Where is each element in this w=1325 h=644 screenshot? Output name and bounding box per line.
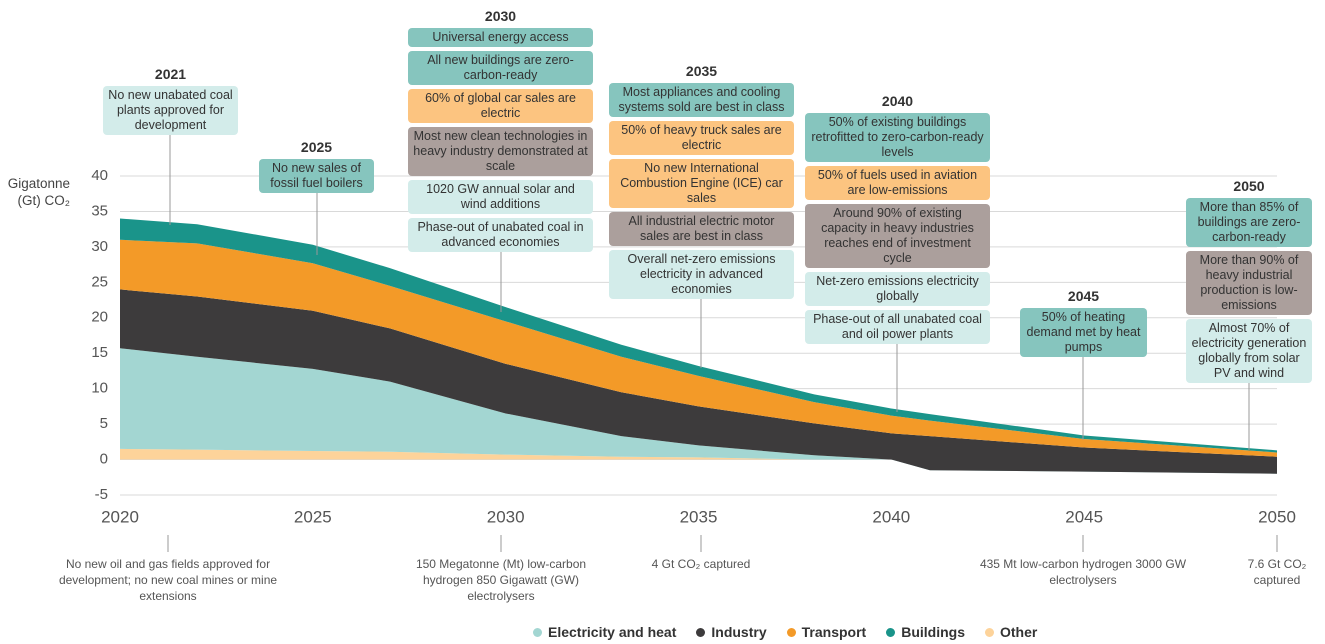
y-tick-label: 30	[91, 238, 108, 255]
legend-swatch	[984, 627, 994, 637]
milestone-year: 2025	[300, 139, 333, 155]
y-tick-label: 10	[91, 380, 108, 397]
legend-label: Electricity and heat	[548, 624, 677, 640]
milestone-box: More than 90% of heavy industrial produc…	[1186, 251, 1312, 315]
milestone-group: 2045 50% of heating demand met by heat pu…	[1020, 288, 1147, 357]
milestone-box: 1020 GW annual solar and wind additions	[408, 180, 593, 214]
area	[120, 289, 1277, 474]
x-tick-label: 2045	[1065, 507, 1103, 526]
milestone-year: 2050	[1233, 178, 1265, 194]
milestone-box: 60% of global car sales are electric	[408, 89, 593, 123]
note: 7.6 Gt CO₂ captured	[1247, 557, 1307, 587]
y-tick-label: 0	[100, 451, 108, 468]
milestone-box: Phase-out of all unabated coal and oil p…	[805, 310, 990, 344]
area	[120, 348, 1277, 474]
legend-label: Other	[999, 624, 1038, 640]
legend: Electricity and heat Industry Transport Bui…	[533, 624, 1037, 640]
milestone-group: 2050 More than 85% of buildings are zero-…	[1186, 178, 1312, 383]
milestone-box: Almost 70% of electricity generation glo…	[1186, 319, 1312, 383]
note: No new oil and gas fields approved for d…	[58, 557, 278, 603]
milestone-year: 2040	[881, 93, 914, 109]
milestone-box: 50% of heating demand met by heat pumps	[1020, 308, 1147, 357]
legend-label: Buildings	[901, 624, 965, 640]
x-tick-label: 2020	[101, 507, 139, 526]
milestone-box: Net-zero emissions electricity globally	[805, 272, 990, 306]
milestone-box: All new buildings are zero-carbon-ready	[408, 51, 593, 85]
milestone-group: 2030 Universal energy access All new build…	[408, 8, 593, 252]
milestone-box: All industrial electric motor sales are …	[609, 212, 794, 246]
area	[120, 239, 1277, 457]
milestone-group: 2025 No new sales of fossil fuel boilers	[259, 139, 374, 193]
y-tick-label: 40	[91, 167, 108, 184]
legend-item: Industry	[696, 624, 767, 640]
legend-swatch	[886, 627, 896, 637]
y-tick-label: 25	[91, 273, 108, 290]
milestone-box: No new unabated coal plants approved for…	[103, 86, 238, 135]
legend-label: Industry	[711, 624, 767, 640]
legend-item: Electricity and heat	[533, 624, 676, 640]
milestone-box: Most appliances and cooling systems sold…	[609, 83, 794, 117]
milestone-group: 2035 Most appliances and cooling systems …	[609, 63, 794, 299]
milestone-box: Around 90% of existing capacity in heavy…	[805, 204, 990, 268]
y-tick-label: -5	[95, 486, 108, 503]
x-tick-label: 2035	[680, 507, 718, 526]
legend-item: Buildings	[886, 624, 965, 640]
milestone-year: 2035	[685, 63, 718, 79]
milestone-box: Universal energy access	[408, 28, 593, 47]
x-tick-label: 2050	[1258, 507, 1296, 526]
legend-swatch	[786, 627, 796, 637]
legend-item: Transport	[786, 624, 867, 640]
milestone-group: 2021 No new unabated coal plants approved…	[103, 66, 238, 135]
area	[120, 218, 1277, 453]
milestone-box: 50% of existing buildings retrofitted to…	[805, 113, 990, 162]
legend-item: Other	[984, 624, 1038, 640]
milestone-year: 2045	[1067, 288, 1100, 304]
x-tick-label: 2025	[294, 507, 332, 526]
milestone-box: No new International Combustion Engine (…	[609, 159, 794, 208]
y-axis-label: Gigatonne (Gt) CO₂	[7, 176, 70, 208]
milestone-box: Overall net-zero emissions electricity i…	[609, 250, 794, 299]
y-tick-label: 15	[91, 344, 108, 361]
x-tick-label: 2040	[872, 507, 910, 526]
note: 435 Mt low-carbon hydrogen 3000 GW elect…	[979, 557, 1187, 587]
x-tick-label: 2030	[487, 507, 525, 526]
note: 150 Megatonne (Mt) low-carbon hydrogen 8…	[415, 557, 587, 603]
note: 4 Gt CO₂ captured	[651, 557, 751, 571]
milestone-year: 2030	[484, 8, 517, 24]
legend-swatch	[533, 627, 542, 637]
milestone-box: No new sales of fossil fuel boilers	[259, 159, 374, 193]
milestone-box: Phase-out of unabated coal in advanced e…	[408, 218, 593, 252]
milestone-group: 2040 50% of existing buildings retrofitte…	[805, 93, 990, 344]
y-tick-label: 5	[100, 415, 108, 432]
area	[120, 448, 1277, 460]
y-tick-label: 20	[91, 309, 108, 326]
milestone-year: 2021	[154, 66, 187, 82]
legend-swatch	[696, 627, 706, 637]
milestone-box: 50% of heavy truck sales are electric	[609, 121, 794, 155]
y-tick-label: 35	[91, 202, 108, 219]
legend-label: Transport	[801, 624, 867, 640]
milestone-box: More than 85% of buildings are zero-carb…	[1186, 198, 1312, 247]
milestone-box: 50% of fuels used in aviation are low-em…	[805, 166, 990, 200]
milestone-box: Most new clean technologies in heavy ind…	[408, 127, 593, 176]
